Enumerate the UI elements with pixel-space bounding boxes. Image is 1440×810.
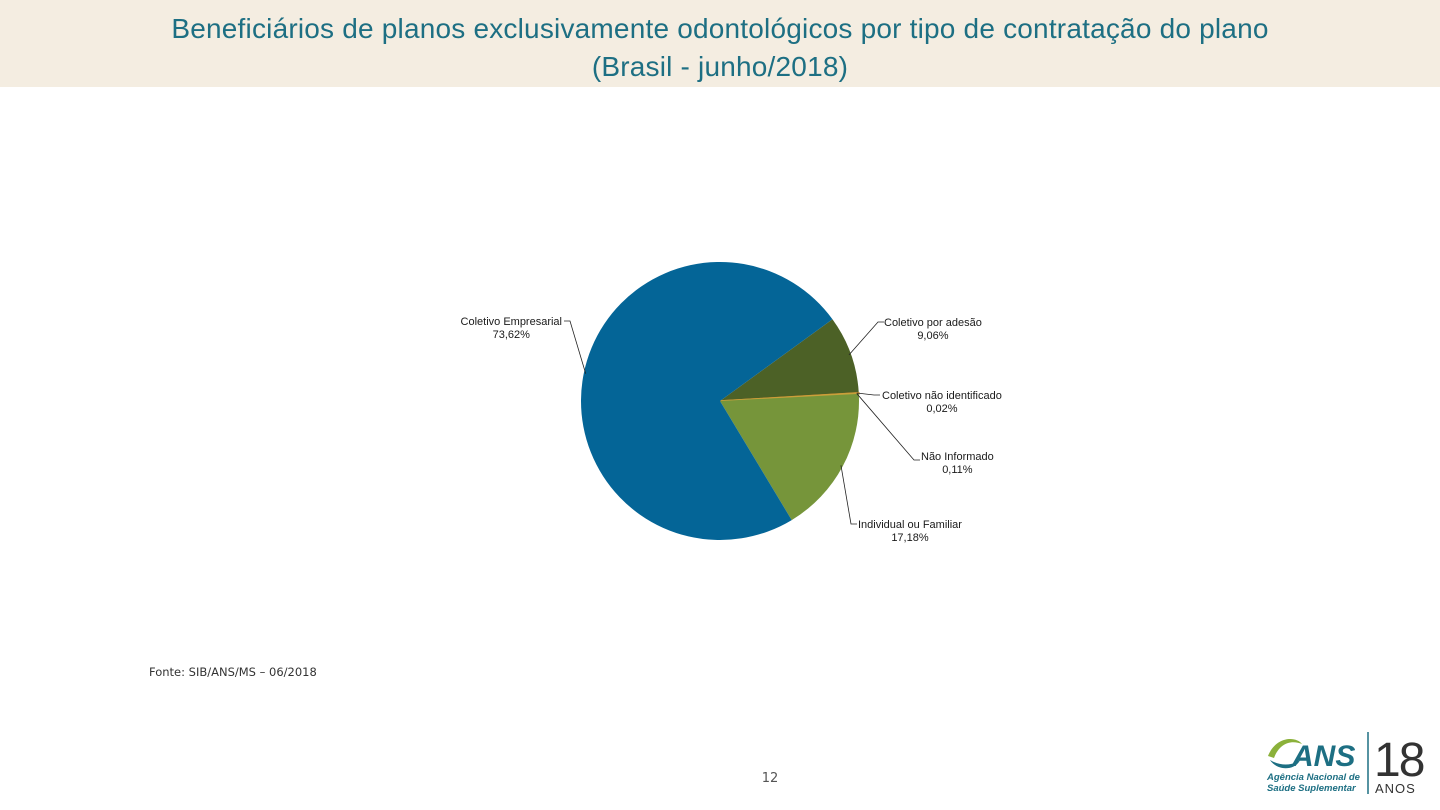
logo-brand: ANS [1291,740,1355,773]
label-coletivo-por-adesao: Coletivo por adesão [884,317,982,329]
source-note: Fonte: SIB/ANS/MS – 06/2018 [149,665,317,679]
logo-line-1: Agência Nacional de [1266,772,1361,783]
logo-years-word: ANOS [1375,781,1416,796]
slice-individual-ou-familiar [720,393,859,521]
label-individual-ou-familiar: Individual ou Familiar [858,519,962,531]
page-title-line-1: Beneficiários de planos exclusivamente o… [171,13,1269,44]
slice-coletivo-empresarial [581,261,833,541]
label-coletivo-nao-identificado: Coletivo não identificado [882,390,1002,402]
page-title-line-2: (Brasil - junho/2018) [591,51,849,82]
logo-years: 18 [1374,734,1424,787]
leader-coletivo-por-adesao [848,321,884,356]
leader-nao-informado [856,393,920,461]
ans-swoosh-icon [1268,739,1302,758]
logo-line-2: Saúde Suplementar [1267,783,1357,794]
page-title: Beneficiários de planos exclusivamente o… [0,10,1440,86]
leader-coletivo-empresarial [564,320,587,374]
value-label-coletivo-por-adesao: 9,06% [917,330,948,342]
ans-logo: ANS Agência Nacional de Saúde Suplementa… [1266,732,1426,796]
value-label-individual-ou-familiar: 17,18% [891,532,929,544]
leader-coletivo-nao-identificado [856,392,880,396]
leader-individual-ou-familiar [840,465,857,525]
label-nao-informado: Não Informado [921,451,994,463]
label-coletivo-empresarial: Coletivo Empresarial [461,316,562,328]
value-label-nao-informado: 0,11% [942,464,973,476]
value-label-coletivo-empresarial: 73,62% [493,329,531,341]
value-label-coletivo-nao-identificado: 0,02% [926,403,957,415]
page-number: 12 [761,771,779,786]
title-band [0,0,1440,87]
ans-swoosh-icon-2 [1270,760,1300,769]
slice-coletivo-por-adesao [720,319,859,401]
